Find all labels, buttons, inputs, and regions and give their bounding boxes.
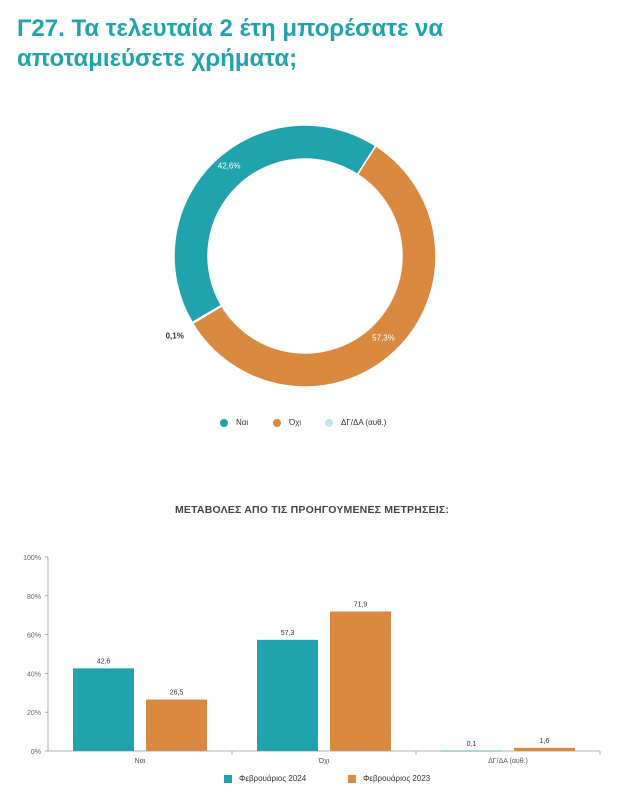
bar-1-0 bbox=[257, 639, 318, 751]
bar-value-label: 42,6 bbox=[97, 658, 111, 665]
y-tick-label: 100% bbox=[23, 555, 41, 562]
y-tick-label: 20% bbox=[27, 710, 41, 717]
legend-label-no: Όχι bbox=[289, 418, 302, 427]
bar-1-1 bbox=[330, 611, 391, 751]
bar-legend-item-2024: Φεβρουάριος 2024 bbox=[224, 774, 306, 783]
bar-legend-label-2024: Φεβρουάριος 2024 bbox=[239, 774, 307, 783]
bar-legend-label-2023: Φεβρουάριος 2023 bbox=[363, 774, 431, 783]
legend-swatch-no bbox=[273, 418, 281, 427]
page-title: Γ27. Τα τελευταία 2 έτη μπορέσατε να απο… bbox=[17, 15, 444, 72]
bar-0-0 bbox=[73, 668, 134, 751]
bar-chart: 0% 20% 40% 60% 80% 100% 42,6 26,5 Ναι 57,3 71,9 Όχι… bbox=[23, 555, 601, 765]
legend-label-dk: ΔΓ/ΔΑ (αυθ.) bbox=[341, 418, 387, 427]
donut-slice-dk bbox=[191, 304, 223, 325]
bar-value-label: 0,1 bbox=[467, 741, 477, 748]
donut-legend: Ναι Όχι ΔΓ/ΔΑ (αυθ.) bbox=[0, 418, 624, 434]
legend-swatch-yes bbox=[220, 418, 228, 427]
bar-value-label: 26,5 bbox=[170, 690, 184, 697]
x-tick-label: Όχι bbox=[318, 758, 330, 765]
y-tick-label: 0% bbox=[31, 749, 41, 756]
bar-value-label: 1,6 bbox=[540, 738, 550, 745]
legend-item-yes: Ναι bbox=[220, 418, 248, 427]
legend-swatch-dk bbox=[325, 418, 333, 427]
bar-legend-swatch-2023 bbox=[348, 774, 356, 783]
bar-legend-item-2023: Φεβρουάριος 2023 bbox=[348, 774, 430, 783]
donut-label-dk: 0,1% bbox=[166, 331, 184, 340]
donut-chart: 42,6% 57,3% 0,1% bbox=[166, 124, 437, 388]
y-tick-label: 40% bbox=[27, 671, 41, 678]
bar-chart-subtitle: ΜΕΤΑΒΟΛΕΣ ΑΠΟ ΤΙΣ ΠΡΟΗΓΟΥΜΕΝΕΣ ΜΕΤΡΗΣΕΙΣ… bbox=[174, 504, 450, 516]
y-tick-label: 60% bbox=[27, 633, 41, 640]
donut-slice-no bbox=[191, 144, 437, 388]
x-tick-label: ΔΓ/ΔΑ (αυθ.) bbox=[488, 758, 528, 765]
bar-value-label: 71,9 bbox=[354, 602, 368, 609]
bar-0-1 bbox=[146, 699, 207, 751]
donut-label-no: 57,3% bbox=[372, 333, 395, 342]
bar-2-0 bbox=[441, 750, 502, 752]
bar-2-1 bbox=[514, 747, 575, 751]
donut-label-yes: 42,6% bbox=[218, 162, 241, 171]
legend-item-no: Όχι bbox=[273, 418, 301, 427]
legend-label-yes: Ναι bbox=[236, 418, 249, 427]
donut-slice-yes bbox=[173, 124, 377, 324]
bar-value-label: 57,3 bbox=[281, 630, 295, 637]
bar-legend-swatch-2024 bbox=[224, 774, 232, 783]
legend-item-dk: ΔΓ/ΔΑ (αυθ.) bbox=[325, 418, 386, 427]
x-tick-label: Ναι bbox=[135, 758, 146, 765]
y-tick-label: 80% bbox=[27, 594, 41, 601]
bar-legend: Φεβρουάριος 2024 Φεβρουάριος 2023 bbox=[0, 774, 624, 788]
